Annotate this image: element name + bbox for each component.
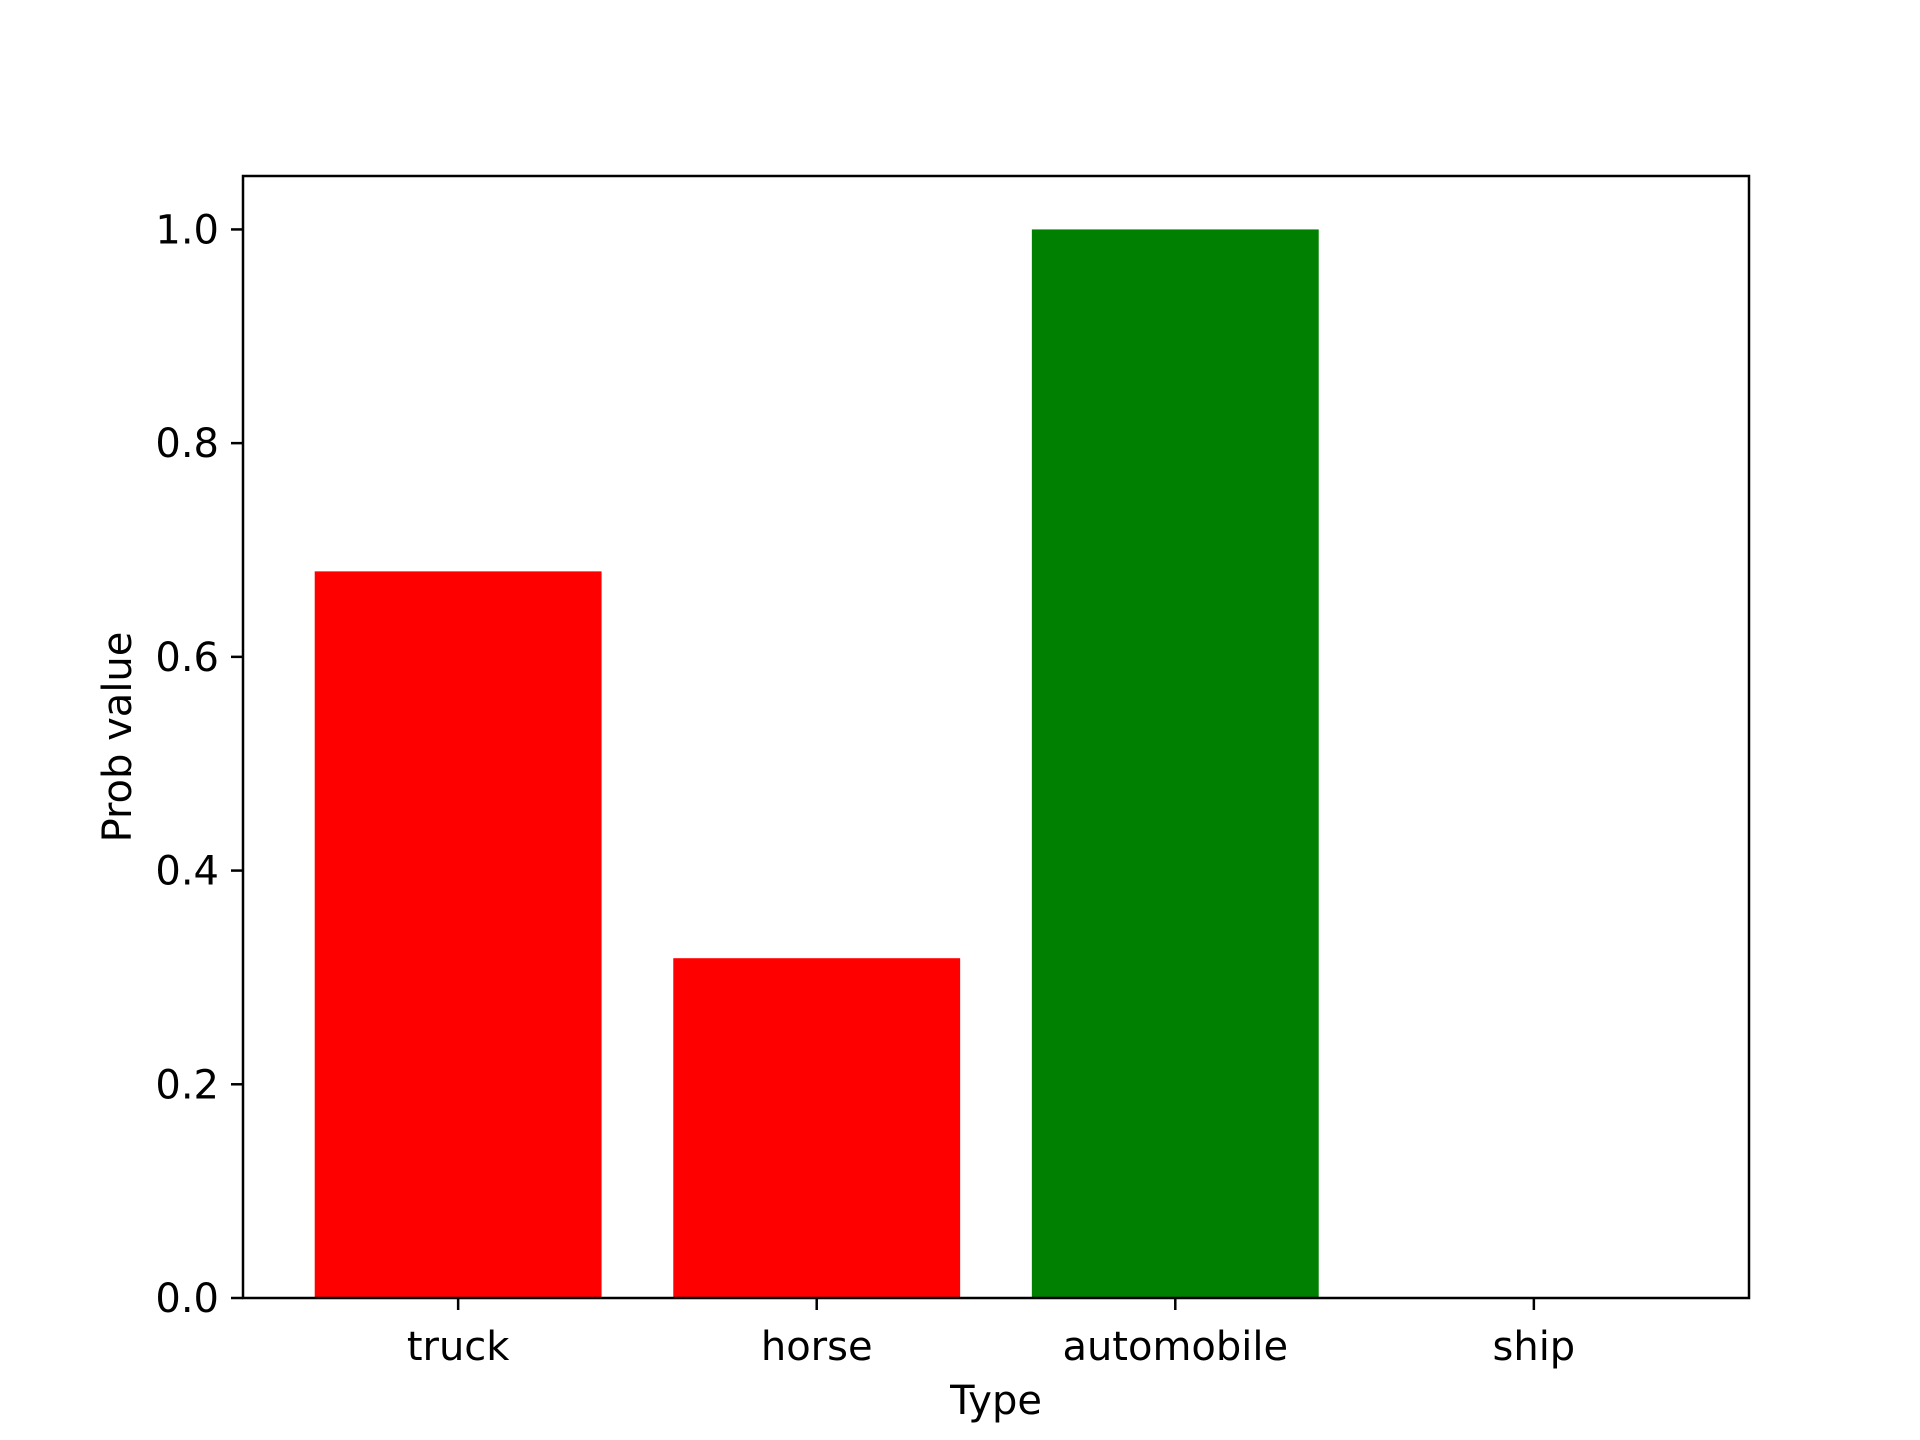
y-tick-label: 0.6 [155, 635, 219, 681]
y-axis: 0.0 0.2 0.4 0.6 0.8 1.0 [155, 207, 243, 1322]
x-axis: truck horse automobile ship [407, 1298, 1575, 1370]
bars [314, 229, 1319, 1298]
x-tick-label-horse: horse [761, 1324, 873, 1370]
y-tick-label: 1.0 [155, 207, 219, 253]
x-tick-label-truck: truck [407, 1324, 510, 1370]
y-tick-label: 0.0 [155, 1276, 219, 1322]
y-tick-label: 0.2 [155, 1062, 219, 1108]
x-tick-label-automobile: automobile [1062, 1324, 1288, 1370]
bar-automobile [1031, 229, 1319, 1298]
plot-frame [241, 174, 1751, 1300]
y-tick-label: 0.8 [155, 421, 219, 467]
y-axis-label: Prob value [95, 632, 141, 843]
y-tick-label: 0.4 [155, 849, 219, 895]
bar-truck [314, 571, 602, 1298]
x-tick-label-ship: ship [1493, 1324, 1576, 1370]
bar-horse [673, 958, 961, 1298]
x-axis-label: Type [949, 1378, 1042, 1424]
